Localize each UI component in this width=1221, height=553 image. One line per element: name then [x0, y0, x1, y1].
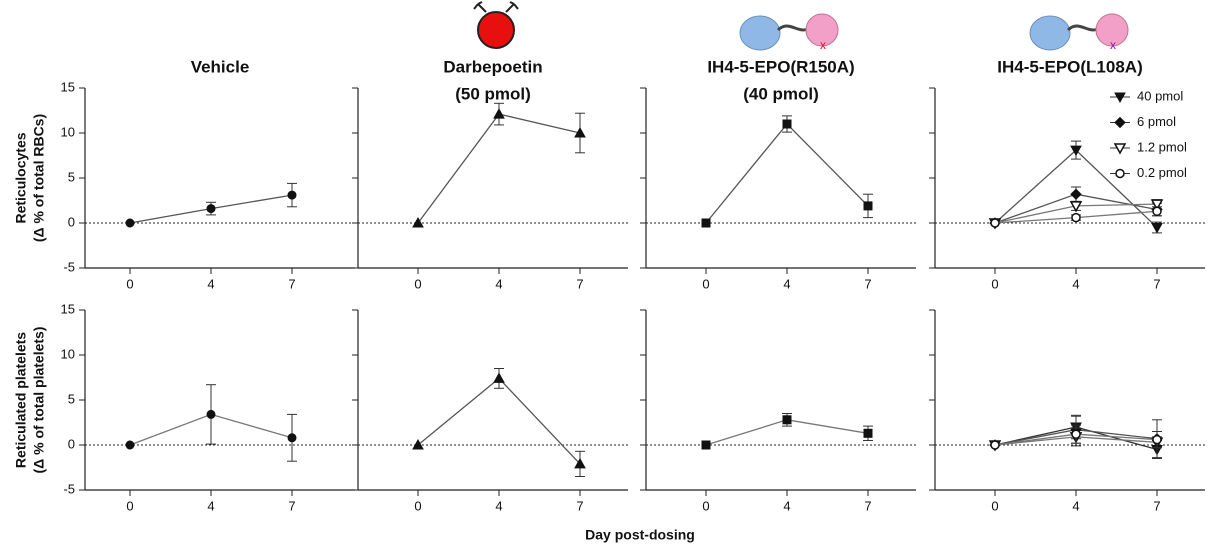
y-tick-label: -5: [63, 481, 75, 496]
marker: [1071, 189, 1081, 199]
legend-marker: [1116, 170, 1124, 178]
x-tick-label: 7: [576, 276, 583, 291]
x-axis-label: Day post-dosing: [585, 527, 695, 543]
y-tick-label: 15: [61, 79, 75, 94]
marker: [1153, 436, 1161, 444]
marker: [288, 191, 296, 199]
x-tick-label: 7: [576, 498, 583, 513]
x-tick-label: 0: [414, 498, 421, 513]
marker: [126, 219, 134, 227]
marker: [494, 373, 504, 382]
legend-label: 40 pmol: [1137, 88, 1183, 103]
y-tick-label: -5: [63, 259, 75, 274]
marker: [864, 202, 872, 210]
marker: [991, 219, 999, 227]
x-tick-label: 4: [783, 276, 790, 291]
icon-r150a: x: [740, 14, 838, 52]
icon-darbepoetin: [474, 2, 518, 48]
y-tick-label: 10: [61, 346, 75, 361]
marker: [207, 205, 215, 213]
y-tick-label: 15: [61, 301, 75, 316]
marker: [783, 416, 791, 424]
marker: [1152, 224, 1162, 233]
x-tick-label: 7: [864, 498, 871, 513]
y-tick-label: 5: [68, 391, 75, 406]
marker: [1072, 430, 1080, 438]
panel-subtitle: (40 pmol): [743, 84, 819, 103]
marker: [991, 441, 999, 449]
x-tick-label: 7: [864, 276, 871, 291]
x-tick-label: 0: [702, 498, 709, 513]
panel-title: IH4-5-EPO(R150A): [707, 57, 854, 76]
y-tick-label: 10: [61, 124, 75, 139]
marker: [702, 441, 710, 449]
series-line: [418, 378, 580, 464]
panel-title: Darbepoetin: [443, 57, 542, 76]
legend-marker: [1115, 118, 1125, 128]
x-tick-label: 0: [702, 276, 709, 291]
panel-subtitle: (50 pmol): [455, 84, 531, 103]
y-axis-label: Reticulated platelets: [13, 332, 29, 468]
figure: x x Day post-dosing -5 0 5 10 15 0 4 7 Vehicle Re…: [0, 0, 1221, 548]
marker: [288, 434, 296, 442]
y-tick-label: 5: [68, 169, 75, 184]
y-axis-label: Reticulocytes: [13, 132, 29, 223]
x-tick-label: 7: [1153, 276, 1160, 291]
marker: [1153, 207, 1161, 215]
y-tick-label: 0: [68, 214, 75, 229]
x-tick-label: 4: [1072, 276, 1079, 291]
series-line: [418, 114, 580, 223]
y-axis-label-sub: (Δ % of total RBCs): [31, 114, 47, 242]
x-tick-label: 4: [207, 498, 214, 513]
x-tick-label: 0: [991, 276, 998, 291]
series-line: [706, 124, 868, 223]
legend-label: 0.2 pmol: [1137, 165, 1187, 180]
svg-text:x: x: [820, 38, 826, 52]
x-tick-label: 4: [1072, 498, 1079, 513]
x-tick-label: 0: [126, 276, 133, 291]
marker: [207, 410, 215, 418]
x-tick-label: 0: [414, 276, 421, 291]
x-tick-label: 4: [495, 276, 502, 291]
marker: [126, 441, 134, 449]
x-tick-label: 4: [495, 498, 502, 513]
x-tick-label: 4: [207, 276, 214, 291]
icon-l108a: x: [1030, 14, 1128, 52]
y-tick-label: 0: [68, 436, 75, 451]
x-tick-label: 0: [991, 498, 998, 513]
panel-title: Vehicle: [191, 57, 250, 76]
x-tick-label: 0: [126, 498, 133, 513]
panel-title: IH4-5-EPO(L108A): [997, 57, 1142, 76]
marker: [702, 219, 710, 227]
legend-label: 6 pmol: [1137, 114, 1176, 129]
x-tick-label: 7: [288, 276, 295, 291]
x-tick-label: 4: [783, 498, 790, 513]
x-tick-label: 7: [288, 498, 295, 513]
y-axis-label-sub: (Δ % of total platelets): [31, 327, 47, 474]
legend-label: 1.2 pmol: [1137, 139, 1187, 154]
x-tick-label: 7: [1153, 498, 1160, 513]
marker: [1072, 214, 1080, 222]
marker: [864, 429, 872, 437]
marker: [783, 120, 791, 128]
svg-text:x: x: [1110, 38, 1116, 52]
marker: [494, 109, 504, 118]
page: {"xlabel":"Day post-dosing", "chart_data…: [0, 0, 1221, 553]
